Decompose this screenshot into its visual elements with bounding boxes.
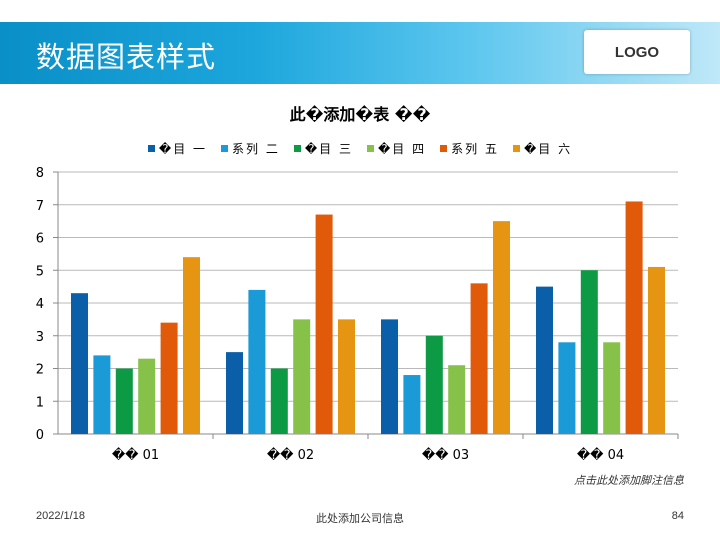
y-tick-label: 8 [36, 166, 44, 181]
bar [248, 289, 266, 434]
y-tick-label: 4 [36, 297, 44, 312]
chart-title: 此�添加�表 �� [289, 105, 431, 124]
bar [315, 214, 333, 434]
bar [270, 368, 288, 434]
bar [648, 266, 665, 434]
x-tick-label: �� 04 [577, 446, 624, 463]
bar [115, 368, 133, 434]
bar [381, 319, 398, 434]
bar [338, 319, 355, 434]
legend-item-series-2: 系列 二 [221, 140, 280, 157]
footer-date: 2022/1/18 [36, 510, 85, 522]
legend-item-series-6: �目 六 [512, 140, 573, 157]
header-banner: 数据图表样式 LOGO [0, 22, 720, 84]
bar [71, 293, 88, 434]
bar [536, 286, 553, 434]
bar [425, 335, 443, 434]
bar [493, 221, 510, 434]
bar [183, 257, 200, 434]
legend-label-1: �目 一 [158, 142, 208, 156]
legend-label-6: �目 六 [523, 142, 573, 156]
slide-title: 数据图表样式 [36, 40, 217, 74]
bar [93, 355, 111, 434]
bar [403, 375, 421, 434]
legend-item-series-1: �目 一 [147, 140, 208, 157]
y-tick-label: 7 [36, 199, 44, 214]
legend-item-series-4: �目 四 [367, 140, 426, 157]
x-tick-label: �� 03 [422, 446, 469, 463]
page-number: 84 [671, 510, 684, 522]
bar [470, 283, 488, 434]
legend-swatch-2 [221, 145, 229, 152]
legend-label-3: �目 三 [304, 142, 353, 156]
chart-legend: �目 一 系列 二 �目 三 �目 四 系列 五 �目 六 [0, 140, 720, 157]
legend-swatch-3 [293, 145, 301, 152]
bar [625, 201, 643, 434]
legend-swatch-6 [512, 145, 520, 152]
bar [138, 358, 156, 434]
legend-swatch-5 [440, 145, 448, 152]
footer-company: 此处添加公司信息 [316, 512, 404, 525]
bar [580, 270, 598, 434]
footnote: 点击此处添加脚注信息 [574, 474, 684, 487]
bar [293, 319, 311, 434]
y-tick-label: 1 [36, 395, 44, 410]
x-tick-label: �� 01 [112, 446, 159, 463]
y-tick-label: 6 [36, 232, 44, 247]
legend-label-2: 系列 二 [232, 142, 280, 156]
legend-swatch-1 [147, 145, 155, 152]
legend-label-5: 系列 五 [451, 142, 499, 156]
bar [160, 322, 178, 434]
legend-item-series-3: �目 三 [293, 140, 353, 157]
y-tick-label: 0 [36, 428, 44, 443]
y-tick-label: 2 [36, 363, 44, 378]
bar [448, 365, 466, 434]
bar [558, 342, 576, 434]
y-tick-label: 5 [36, 264, 44, 279]
logo: LOGO [584, 30, 690, 74]
bar [603, 342, 621, 434]
y-tick-label: 3 [36, 330, 44, 345]
bar [226, 352, 243, 434]
legend-swatch-4 [367, 145, 374, 152]
bar-chart: 0 1 2 3 4 5 6 7 8 �� 01 �� 02 �� 03 �� 04 [36, 166, 679, 463]
x-tick-label: �� 02 [267, 446, 314, 463]
legend-item-series-5: 系列 五 [440, 140, 499, 157]
legend-label-4: �目 四 [378, 142, 427, 156]
